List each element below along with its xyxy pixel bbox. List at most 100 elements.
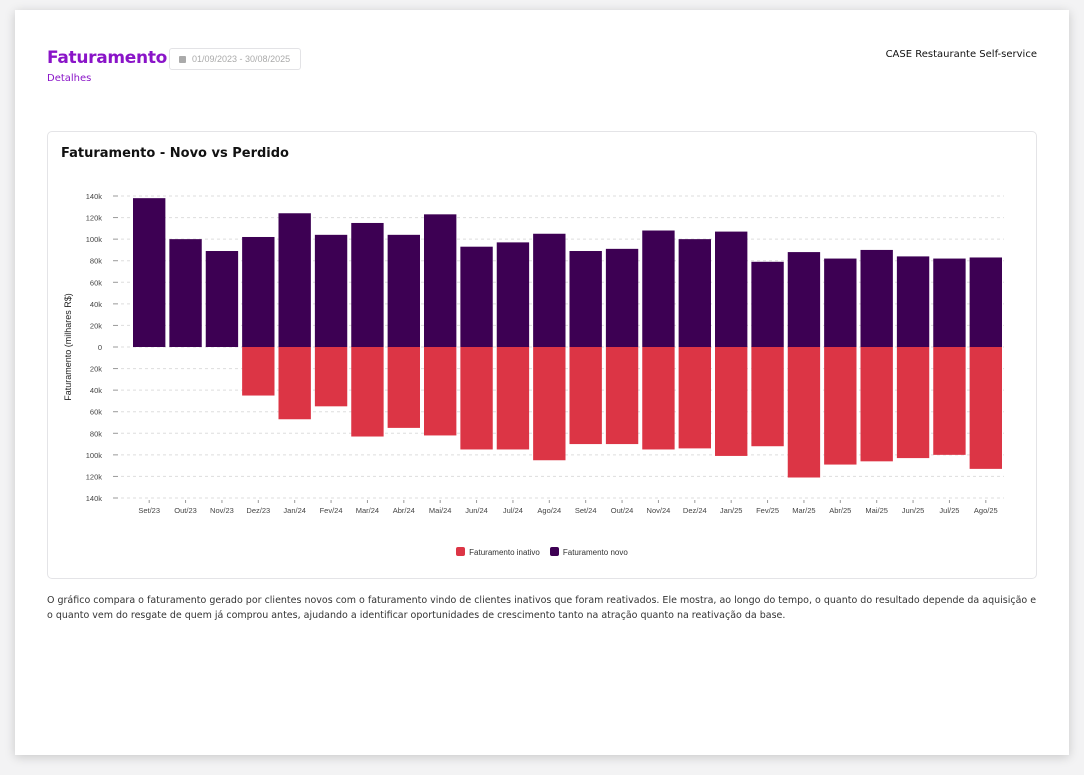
bar-inativo (496, 347, 530, 450)
bar-novo (715, 231, 748, 347)
y-tick-label: 120k (86, 214, 103, 223)
bar-inativo (351, 347, 384, 437)
legend-item-inativo[interactable]: Faturamento inativo (456, 547, 540, 557)
y-tick-label: 20k (90, 365, 102, 374)
calendar-icon (179, 55, 186, 63)
bar-novo (387, 234, 420, 347)
y-tick-label: 80k (90, 429, 102, 438)
x-tick-label: Abr/25 (829, 506, 851, 515)
company-name: CASE Restaurante Self-service (885, 49, 1037, 60)
y-tick-label: 120k (86, 472, 103, 481)
bar-inativo (896, 347, 930, 459)
bar-inativo (824, 347, 857, 465)
y-tick-label: 60k (90, 408, 102, 417)
y-tick-label: 140k (86, 494, 103, 503)
legend-item-novo[interactable]: Faturamento novo (549, 547, 628, 557)
x-tick-label: Jan/24 (283, 506, 306, 515)
bar-inativo (569, 347, 602, 445)
x-tick-label: Fev/25 (756, 506, 779, 515)
bar-novo (496, 242, 530, 347)
bar-inativo (533, 347, 566, 461)
legend-swatch (456, 547, 466, 556)
bar-inativo (314, 347, 348, 407)
chart-title: Faturamento - Novo vs Perdido (61, 146, 289, 161)
bar-inativo (933, 347, 966, 455)
x-tick-label: Jun/25 (902, 506, 925, 515)
x-tick-label: Jan/25 (720, 506, 743, 515)
date-range-picker[interactable]: 01/09/2023 - 30/08/2025 (169, 48, 301, 70)
y-axis-label: Faturamento (milhares R$) (63, 293, 73, 401)
bar-novo (678, 239, 711, 347)
bar-novo (751, 261, 784, 347)
bar-novo (533, 233, 566, 347)
x-tick-label: Mai/24 (429, 506, 452, 515)
y-tick-label: 60k (90, 278, 102, 287)
bar-novo (896, 256, 930, 347)
bar-novo (351, 222, 384, 347)
bar-inativo (424, 347, 457, 436)
bar-novo (605, 248, 639, 347)
bar-inativo (678, 347, 711, 449)
y-tick-label: 0 (98, 343, 102, 352)
y-tick-label: 40k (90, 300, 102, 309)
legend-swatch (549, 547, 559, 556)
x-tick-label: Fev/24 (320, 506, 343, 515)
x-tick-label: Jun/24 (465, 506, 488, 515)
bar-inativo (642, 347, 675, 450)
legend-label: Faturamento novo (562, 548, 628, 557)
x-tick-label: Set/24 (575, 506, 597, 515)
bar-inativo (751, 347, 784, 447)
bar-novo (205, 251, 239, 347)
bar-novo (169, 239, 202, 347)
bar-inativo (715, 347, 748, 456)
date-range-value: 01/09/2023 - 30/08/2025 (192, 54, 291, 64)
bar-novo (969, 257, 1002, 347)
legend-label: Faturamento inativo (469, 548, 540, 557)
x-tick-label: Dez/23 (246, 506, 270, 515)
chart-card: Faturamento - Novo vs Perdido 140k 120k 10… (47, 131, 1037, 579)
x-tick-label: Out/24 (611, 506, 634, 515)
bar-novo (824, 258, 857, 347)
bar-inativo (387, 347, 420, 428)
bar-novo (787, 252, 821, 347)
page-title: Faturamento (47, 48, 168, 68)
bar-inativo (605, 347, 639, 445)
bar-novo (569, 251, 602, 347)
x-tick-label: Set/23 (138, 506, 160, 515)
chart-description: O gráfico compara o faturamento gerado p… (47, 595, 1037, 621)
y-tick-label: 140k (86, 192, 103, 201)
x-tick-label: Ago/24 (537, 506, 561, 515)
x-tick-label: Mai/25 (865, 506, 888, 515)
bar-inativo (460, 347, 493, 450)
bar-novo (933, 258, 966, 347)
bar-inativo (278, 347, 311, 420)
y-tick-label: 20k (90, 321, 102, 330)
bar-novo (860, 249, 893, 347)
x-tick-label: Nov/24 (647, 506, 671, 515)
details-link[interactable]: Detalhes (47, 73, 92, 84)
y-tick-label: 100k (86, 235, 103, 244)
x-tick-label: Abr/24 (393, 506, 415, 515)
y-tick-label: 40k (90, 386, 102, 395)
x-tick-label: Mar/25 (792, 506, 815, 515)
y-tick-label: 100k (86, 451, 103, 460)
bar-novo (460, 246, 493, 347)
bar-novo (642, 230, 675, 347)
bar-inativo (860, 347, 893, 462)
bar-novo (314, 234, 348, 347)
bar-inativo (242, 347, 275, 396)
app-window: Faturamento Detalhes 01/09/2023 - 30/08/… (15, 10, 1069, 755)
bar-inativo (787, 347, 821, 478)
x-tick-label: Jul/25 (939, 506, 959, 515)
x-tick-label: Jul/24 (503, 506, 523, 515)
bar-inativo (969, 347, 1002, 469)
bar-novo (424, 214, 457, 347)
y-tick-label: 80k (90, 257, 102, 266)
bar-novo (242, 236, 275, 347)
x-tick-label: Mar/24 (356, 506, 379, 515)
x-tick-label: Out/23 (174, 506, 197, 515)
bar-novo (278, 213, 311, 347)
bar-chart: 140k 120k 100k 80k 60k 40k 20k 0 20k 40k 60k 80k 100… (63, 192, 1004, 515)
x-tick-label: Nov/23 (210, 506, 234, 515)
chart-legend: Faturamento inativo Faturamento novo (48, 547, 1036, 557)
